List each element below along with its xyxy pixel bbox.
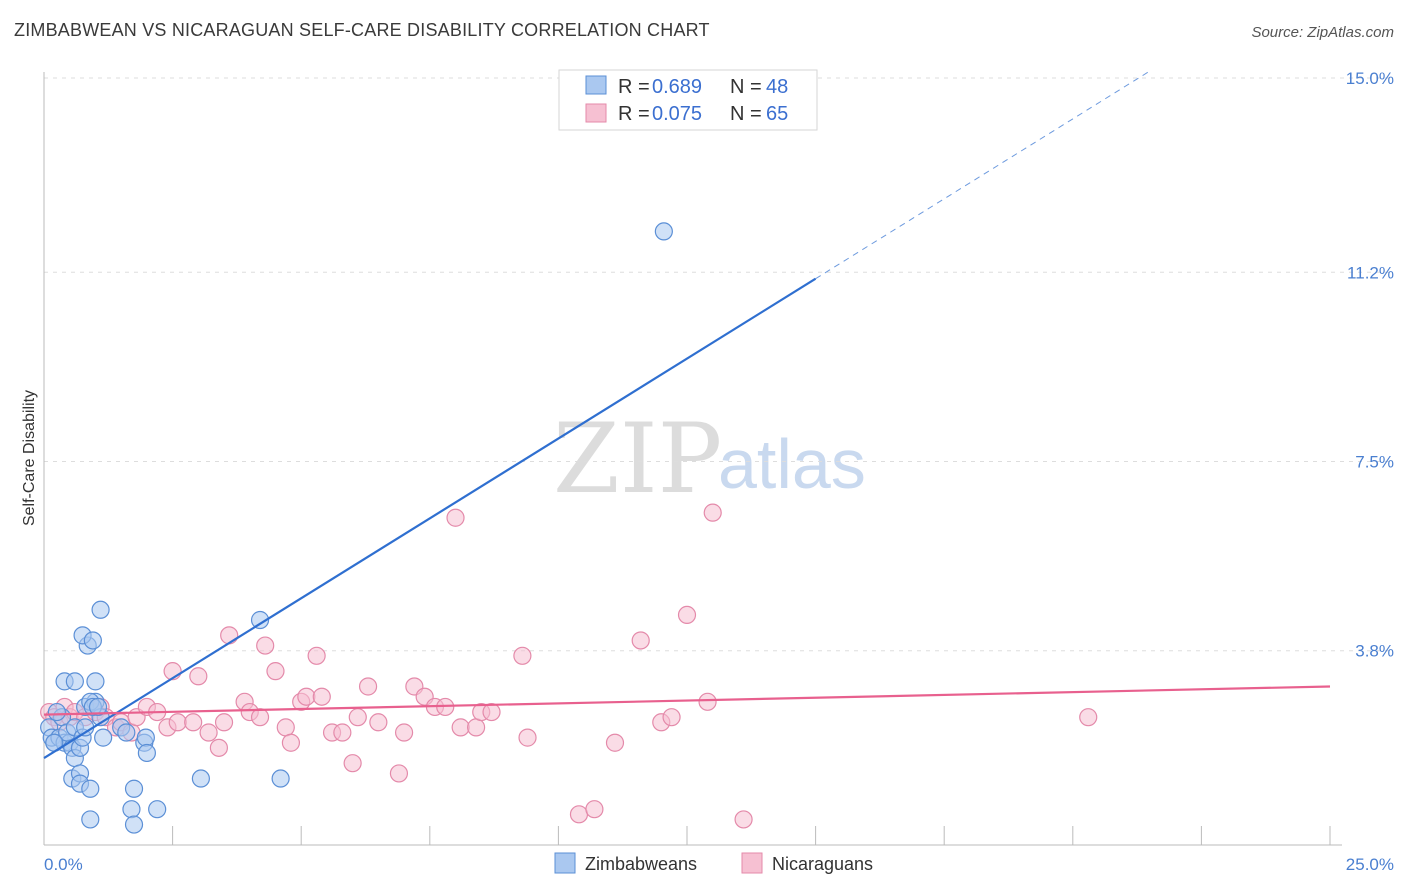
nicaraguan-point (482, 702, 501, 722)
watermark-atlas: atlas (718, 425, 866, 503)
zimbabwean-point (81, 779, 100, 798)
nicaraguan-point (333, 723, 352, 742)
nicaraguan-point (518, 728, 537, 747)
y-tick-labels: 3.8% 7.5% 11.2% 15.0% (1346, 69, 1394, 661)
zimbabwean-point (148, 800, 167, 819)
legend-n-value-2: 65 (766, 103, 788, 125)
bottom-legend-nicaraguans: Nicaraguans (772, 854, 873, 874)
nicaraguan-point (276, 718, 295, 737)
legend-r-label-1: R = (618, 76, 650, 98)
zimbabwean-point (117, 723, 136, 742)
nicaraguan-point (677, 605, 697, 625)
zimbabwean-point (250, 610, 270, 630)
nicaraguan-point (369, 713, 388, 732)
zimbabwean-point (88, 697, 108, 717)
zimbabwean-point (191, 769, 210, 788)
bottom-legend-swatch-zimbabweans (554, 852, 576, 874)
legend-r-label-2: R = (618, 103, 650, 125)
x-tick-label-max: 25.0% (1346, 855, 1394, 874)
nicaraguan-point (343, 754, 362, 773)
nicaraguan-point (250, 708, 270, 727)
nicaraguan-point (703, 503, 722, 522)
zimbabwean-point (124, 815, 144, 834)
y-tick-label: 15.0% (1346, 69, 1394, 88)
nicaraguan-point (466, 718, 486, 737)
x-ticks (43, 826, 1331, 845)
grid-layer (44, 77, 1394, 652)
nicaraguan-point (307, 646, 326, 665)
nicaraguan-point (451, 718, 470, 737)
nicaraguan-point (585, 800, 604, 819)
zimbabwean-trend-extension (815, 70, 1151, 280)
zimbabwean-point (124, 779, 144, 798)
zimbabwean-point (137, 743, 156, 763)
y-axis-label: Self-Care Disability (21, 390, 38, 526)
zimbabwean-point (86, 672, 105, 691)
nicaraguan-point (220, 626, 239, 645)
zimbabwean-point (271, 769, 290, 788)
zimbabwean-point (65, 672, 84, 691)
zimbabwean-point (654, 222, 673, 241)
bottom-legend: Zimbabweans Nicaraguans (554, 852, 873, 874)
nicaraguan-point (389, 764, 409, 783)
zimbabwean-point (83, 631, 102, 650)
points-layer (40, 222, 1098, 834)
nicaraguan-point (605, 733, 625, 752)
nicaraguan-point (446, 508, 465, 527)
regression-lines (43, 70, 1331, 760)
nicaraguan-point (199, 723, 218, 742)
nicaraguan-point (698, 692, 717, 711)
nicaraguan-point (348, 708, 367, 727)
y-tick-label: 7.5% (1355, 453, 1394, 472)
nicaraguan-point (266, 662, 285, 681)
nicaraguan-point (662, 708, 681, 727)
legend-r-value-1: 0.689 (652, 76, 702, 98)
bottom-legend-zimbabweans: Zimbabweans (585, 854, 697, 874)
bottom-legend-swatch-nicaraguans (741, 852, 763, 874)
nicaraguan-point (569, 805, 589, 824)
chart-title: ZIMBABWEAN VS NICARAGUAN SELF-CARE DISAB… (14, 20, 710, 40)
nicaraguan-point (631, 631, 650, 650)
zimbabwean-point (94, 728, 113, 747)
nicaraguan-point (281, 733, 301, 752)
zimbabwean-point (47, 702, 66, 722)
legend-box: R = 0.689 N = 48 R = 0.075 N = 65 (558, 69, 818, 131)
nicaraguan-point (209, 738, 228, 757)
nicaraguan-point (168, 713, 187, 732)
zimbabwean-trend-line (43, 277, 817, 760)
zimbabwean-point (81, 810, 100, 829)
nicaraguan-point (358, 677, 378, 696)
y-tick-label: 3.8% (1355, 642, 1394, 661)
nicaraguan-point (256, 636, 275, 655)
legend-n-value-1: 48 (766, 76, 788, 98)
legend-swatch-zimbabweans (585, 75, 607, 95)
watermark-zip: ZIP (553, 403, 722, 515)
legend-n-label-1: N = (730, 76, 762, 98)
nicaraguan-point (513, 646, 532, 665)
y-tick-label: 11.2% (1347, 263, 1394, 282)
nicaraguan-point (189, 667, 208, 686)
zimbabwean-point (122, 800, 141, 819)
x-tick-label-min: 0.0% (44, 855, 83, 874)
zimbabwean-point (136, 728, 155, 747)
nicaraguan-trend-line (43, 685, 1331, 716)
chart-source: Source: ZipAtlas.com (1251, 24, 1394, 41)
nicaraguan-point (394, 723, 414, 742)
zimbabwean-point (91, 600, 110, 619)
nicaraguan-point (184, 713, 203, 732)
nicaraguan-point (1079, 708, 1098, 727)
nicaraguan-point (297, 687, 316, 706)
legend-n-label-2: N = (730, 103, 762, 125)
legend-r-value-2: 0.075 (652, 103, 702, 125)
nicaraguan-point (734, 810, 753, 829)
nicaraguan-point (214, 713, 234, 732)
nicaraguan-point (312, 687, 331, 706)
legend-swatch-nicaraguans (585, 103, 607, 123)
